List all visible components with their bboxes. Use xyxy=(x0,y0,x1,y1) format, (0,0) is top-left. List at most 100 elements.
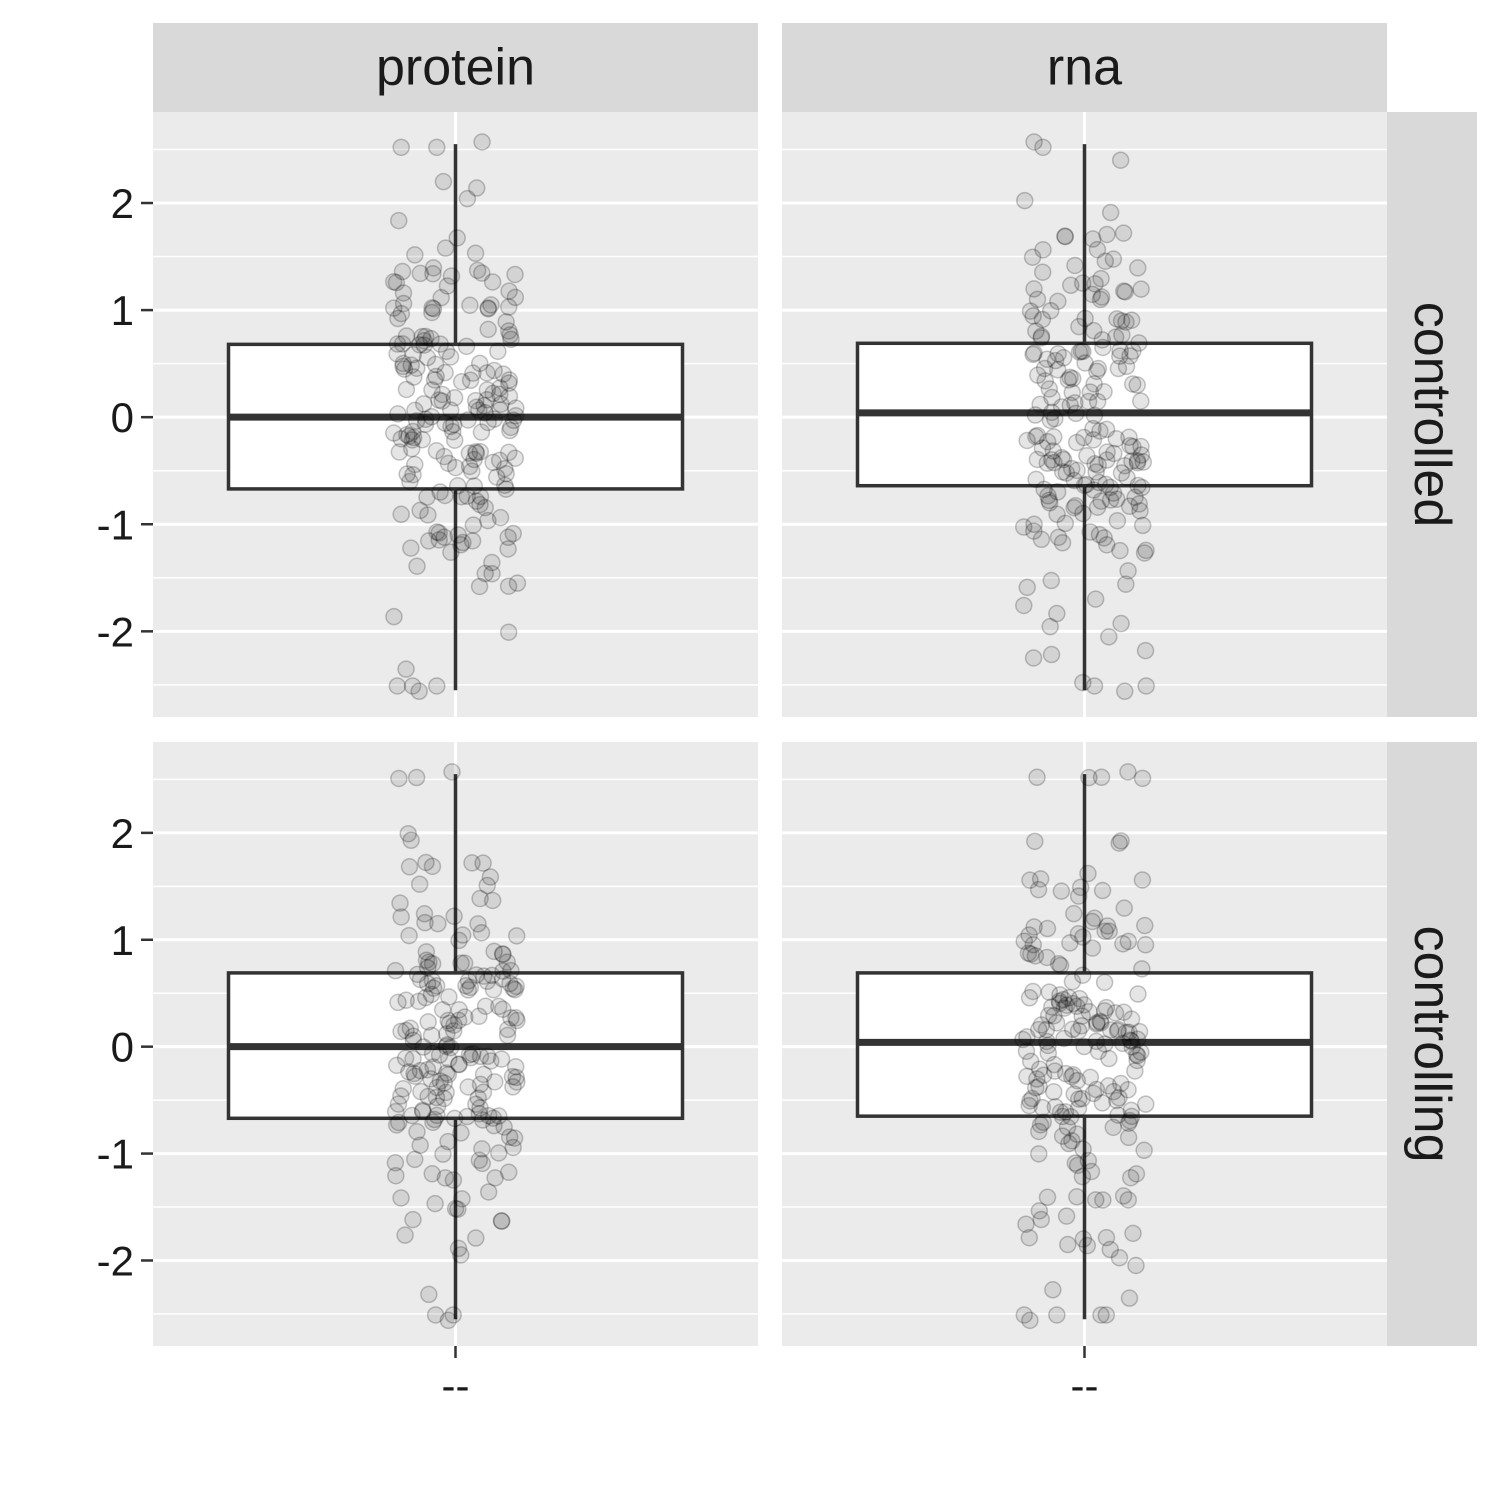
data-point xyxy=(1124,438,1142,456)
data-point xyxy=(1124,342,1142,360)
data-point xyxy=(467,398,486,417)
data-point xyxy=(484,453,502,472)
data-point xyxy=(1051,986,1069,1004)
y-tick-label: -1 xyxy=(97,501,134,548)
data-point xyxy=(408,1123,426,1141)
data-point xyxy=(1082,1162,1101,1181)
data-point xyxy=(442,267,461,285)
data-point xyxy=(449,1055,468,1074)
data-point xyxy=(1135,1141,1153,1160)
data-point xyxy=(486,1169,504,1187)
data-point xyxy=(1074,1230,1093,1248)
data-point xyxy=(403,1106,421,1125)
data-point xyxy=(1048,604,1066,623)
data-point xyxy=(1033,439,1052,457)
data-point xyxy=(1018,1067,1036,1086)
data-point xyxy=(439,1011,457,1030)
data-point xyxy=(416,913,434,932)
data-point xyxy=(467,966,486,984)
data-point xyxy=(476,997,495,1015)
data-point xyxy=(1069,1090,1088,1108)
data-point xyxy=(437,1037,456,1056)
data-point xyxy=(393,262,412,281)
data-point xyxy=(1136,641,1155,660)
data-point xyxy=(403,431,422,449)
data-point xyxy=(1085,677,1104,695)
data-point xyxy=(1045,428,1063,446)
data-point xyxy=(1079,392,1098,411)
data-point xyxy=(1067,404,1085,423)
data-point xyxy=(424,299,443,318)
data-point xyxy=(423,972,442,990)
data-point xyxy=(1133,871,1152,889)
data-point xyxy=(450,1055,468,1074)
data-point xyxy=(499,298,518,316)
data-point xyxy=(505,1129,524,1147)
data-point xyxy=(1129,259,1147,277)
data-point xyxy=(435,447,454,466)
data-point xyxy=(491,379,509,397)
data-point xyxy=(1097,1228,1116,1247)
data-point xyxy=(465,450,483,469)
data-point xyxy=(472,423,491,441)
data-point xyxy=(1110,1088,1128,1107)
data-point xyxy=(440,988,458,1006)
data-point xyxy=(410,875,429,893)
data-point xyxy=(1069,887,1088,905)
data-point xyxy=(1128,1046,1147,1065)
data-point xyxy=(1038,1188,1057,1206)
data-point xyxy=(440,1050,458,1068)
data-point xyxy=(1045,453,1063,472)
data-point xyxy=(438,1025,456,1043)
data-point xyxy=(483,891,502,910)
data-point xyxy=(419,1087,437,1106)
data-point xyxy=(403,677,422,695)
data-point xyxy=(1032,327,1051,346)
data-point xyxy=(1085,406,1104,425)
data-point xyxy=(1048,483,1067,501)
data-point xyxy=(1122,1107,1141,1126)
data-point xyxy=(1030,1077,1048,1096)
data-point xyxy=(430,391,448,409)
data-point xyxy=(1086,1191,1105,1209)
data-point xyxy=(1092,288,1111,306)
data-point xyxy=(415,332,433,350)
data-point xyxy=(1049,361,1067,379)
data-point xyxy=(1050,992,1069,1010)
data-point xyxy=(422,329,440,348)
data-point xyxy=(1033,1098,1052,1117)
data-point xyxy=(1020,1096,1038,1115)
data-point xyxy=(1081,1068,1100,1087)
data-point xyxy=(398,465,416,483)
data-point xyxy=(406,455,424,474)
data-point xyxy=(506,449,524,467)
data-point xyxy=(1130,334,1148,352)
data-point xyxy=(1086,590,1105,608)
data-point xyxy=(408,965,427,984)
data-point xyxy=(483,966,501,985)
data-point xyxy=(494,365,512,383)
data-point xyxy=(1028,450,1047,469)
data-point xyxy=(1032,1016,1051,1034)
data-point xyxy=(1088,392,1107,411)
data-point xyxy=(476,564,494,583)
strip-top-rna xyxy=(782,23,1387,112)
data-point xyxy=(1021,1311,1039,1330)
data-point xyxy=(470,1151,489,1170)
data-point xyxy=(422,408,441,426)
data-point xyxy=(1065,471,1084,490)
data-point xyxy=(1095,973,1114,992)
data-point xyxy=(1077,475,1096,494)
data-point xyxy=(458,487,476,505)
data-point xyxy=(485,1116,503,1135)
data-point xyxy=(388,677,407,695)
data-point xyxy=(399,824,417,843)
data-point xyxy=(1119,1114,1138,1132)
data-point xyxy=(1021,1052,1040,1071)
y-tick-label: 2 xyxy=(111,180,134,227)
data-point xyxy=(452,954,470,972)
data-point xyxy=(1136,936,1155,954)
data-point xyxy=(438,1036,456,1054)
data-point xyxy=(1089,359,1108,378)
data-point xyxy=(1073,274,1092,292)
